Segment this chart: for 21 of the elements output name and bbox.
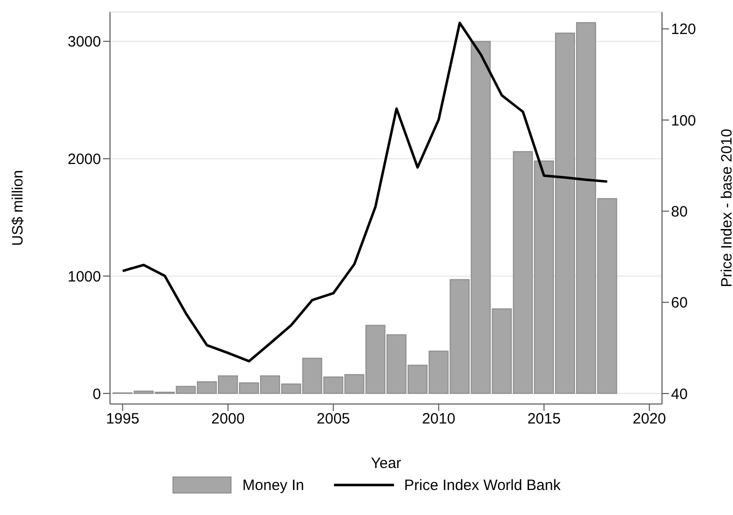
y2-tick-label: 60: [671, 294, 688, 312]
x-tick-label: 1995: [106, 410, 140, 428]
y-axis-title: US$ million: [9, 170, 26, 246]
y2-tick-label: 100: [671, 112, 696, 130]
y2-tick-label: 40: [671, 386, 688, 403]
x-tick-label: 2015: [527, 410, 561, 428]
legend-label: Money In: [242, 476, 304, 494]
y2-tick-label: 80: [671, 204, 688, 221]
y-tick-label: 3000: [68, 34, 101, 51]
x-tick-label: 2005: [316, 410, 350, 428]
y2-axis-title: Price Index - base 2010: [718, 128, 733, 288]
y-tick-label: 2000: [68, 151, 101, 168]
line-series: [121, 22, 608, 362]
x-tick-label: 2010: [422, 410, 456, 428]
x-tick-label: 2000: [211, 410, 245, 428]
y-tick-label: 1000: [68, 268, 101, 286]
y-tick-label: 0: [92, 386, 101, 403]
legend-label: Price Index World Bank: [404, 476, 561, 494]
x-tick-label: 2020: [632, 410, 666, 428]
x-axis-title: Year: [370, 455, 402, 472]
y2-tick-label: 120: [671, 21, 696, 38]
